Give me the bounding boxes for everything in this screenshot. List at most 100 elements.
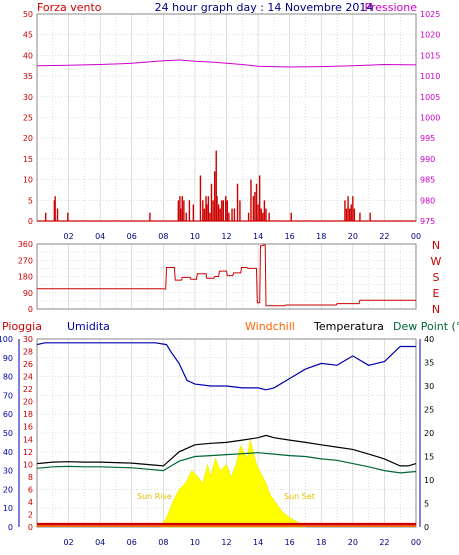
rain-y-tick: 0 xyxy=(28,523,33,532)
windchill-legend: Windchill xyxy=(245,320,295,333)
bot-x-tick: 00 xyxy=(411,538,421,547)
rain-y-tick: 18 xyxy=(23,410,33,419)
direction-line xyxy=(37,244,416,307)
rain-y-tick: 16 xyxy=(23,423,33,432)
humidity-y-tick: 70 xyxy=(3,391,13,400)
bot-x-tick: 04 xyxy=(95,538,105,547)
bot-x-tick: 20 xyxy=(348,538,358,547)
humidity-y-tick: 100 xyxy=(0,335,13,344)
rain-y-tick: 30 xyxy=(23,335,33,344)
bot-x-tick: 22 xyxy=(379,538,389,547)
pressure-axis-title: Pressione xyxy=(365,1,418,14)
humidity-y-tick: 0 xyxy=(8,523,13,532)
temperature-y-tick: 40 xyxy=(424,335,434,344)
top-x-tick: 20 xyxy=(348,232,358,241)
rain-area xyxy=(37,522,416,526)
compass-label: E xyxy=(433,287,440,300)
direction-y-tick: 360 xyxy=(18,240,33,249)
rain-y-tick: 4 xyxy=(28,498,33,507)
pressure-y-tick: 995 xyxy=(420,134,435,143)
humidity-y-tick: 20 xyxy=(3,485,13,494)
top-x-tick: 16 xyxy=(285,232,295,241)
direction-y-tick: 0 xyxy=(28,305,33,314)
chart-title: 24 hour graph day : 14 Novembre 2014 xyxy=(155,1,374,14)
humidity-y-tick: 40 xyxy=(3,448,13,457)
rain-y-tick: 8 xyxy=(28,473,33,482)
dewpoint-legend: Dew Point (°C xyxy=(393,320,459,333)
top-x-tick: 08 xyxy=(158,232,168,241)
top-x-tick: 14 xyxy=(253,232,263,241)
rain-y-tick: 26 xyxy=(23,360,33,369)
temperature-y-tick: 20 xyxy=(424,429,434,438)
humidity-y-tick: 10 xyxy=(3,504,13,513)
bot-x-tick: 02 xyxy=(63,538,73,547)
bot-x-tick: 12 xyxy=(221,538,231,547)
rain-y-tick: 22 xyxy=(23,385,33,394)
pressure-y-tick: 1020 xyxy=(420,31,440,40)
humidity-y-tick: 50 xyxy=(3,429,13,438)
wind-y-tick: 15 xyxy=(23,155,33,164)
wind-y-tick: 10 xyxy=(23,176,33,185)
rain-humidity-temperature-panel: 0102030405060708090100024681012141618202… xyxy=(0,335,434,547)
temperature-y-tick: 30 xyxy=(424,382,434,391)
rain-y-tick: 20 xyxy=(23,398,33,407)
wind-y-tick: 50 xyxy=(23,10,33,19)
wind-y-tick: 30 xyxy=(23,93,33,102)
top-x-tick: 10 xyxy=(190,232,200,241)
compass-label: W xyxy=(431,255,442,268)
humidity-y-tick: 60 xyxy=(3,410,13,419)
mid-frame xyxy=(36,243,417,310)
temperature-y-tick: 25 xyxy=(424,406,434,415)
rain-y-tick: 10 xyxy=(23,460,33,469)
rain-y-tick: 28 xyxy=(23,348,33,357)
humidity-y-tick: 30 xyxy=(3,467,13,476)
bot-x-tick: 10 xyxy=(190,538,200,547)
humidity-y-tick: 80 xyxy=(3,373,13,382)
dewpoint-line xyxy=(36,452,417,474)
temperature-y-tick: 10 xyxy=(424,476,434,485)
wind-y-tick: 40 xyxy=(23,51,33,60)
humidity-line xyxy=(36,342,416,391)
wind-y-tick: 35 xyxy=(23,72,33,81)
rain-y-tick: 24 xyxy=(23,373,33,382)
bot-x-tick: 08 xyxy=(158,538,168,547)
direction-y-tick: 90 xyxy=(23,289,33,298)
top-x-tick: 18 xyxy=(316,232,326,241)
wind-y-tick: 0 xyxy=(28,217,33,226)
sunrise-label: Sun Rise xyxy=(137,492,172,501)
compass-label: N xyxy=(432,303,440,316)
rain-legend: Pioggia xyxy=(2,320,42,333)
pressure-y-tick: 980 xyxy=(420,196,435,205)
rain-y-tick: 14 xyxy=(23,435,33,444)
direction-y-tick: 270 xyxy=(18,256,33,265)
temperature-y-tick: 15 xyxy=(424,453,434,462)
wind-y-tick: 25 xyxy=(23,114,33,123)
top-x-tick: 00 xyxy=(411,232,421,241)
pressure-y-tick: 985 xyxy=(420,176,435,185)
wind-y-tick: 45 xyxy=(23,31,33,40)
bot-x-tick: 06 xyxy=(127,538,137,547)
temperature-legend: Temperatura xyxy=(313,320,384,333)
pressure-y-tick: 990 xyxy=(420,155,435,164)
pressure-y-tick: 975 xyxy=(420,217,435,226)
bot-x-tick: 16 xyxy=(285,538,295,547)
top-x-tick: 04 xyxy=(95,232,105,241)
humidity-y-tick: 90 xyxy=(3,354,13,363)
wind-pressure-panel: 0510152025303540455097598098599099510001… xyxy=(23,10,441,241)
rain-y-tick: 12 xyxy=(23,448,33,457)
sunset-label: Sun Set xyxy=(284,492,315,501)
pressure-y-tick: 1000 xyxy=(420,114,440,123)
humidity-legend: Umidita xyxy=(67,320,110,333)
direction-y-tick: 180 xyxy=(18,273,33,282)
temperature-y-tick: 35 xyxy=(424,359,434,368)
bot-x-tick: 18 xyxy=(316,538,326,547)
rain-y-tick: 2 xyxy=(28,510,33,519)
compass-label: S xyxy=(433,271,440,284)
compass-label: N xyxy=(432,239,440,252)
solar-area xyxy=(159,439,307,528)
temperature-line xyxy=(36,434,417,467)
top-x-tick: 06 xyxy=(127,232,137,241)
bot-x-tick: 14 xyxy=(253,538,263,547)
